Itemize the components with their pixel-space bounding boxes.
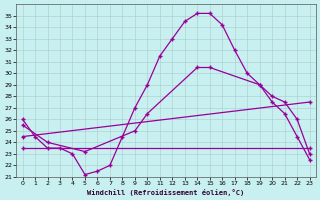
X-axis label: Windchill (Refroidissement éolien,°C): Windchill (Refroidissement éolien,°C) xyxy=(87,189,245,196)
